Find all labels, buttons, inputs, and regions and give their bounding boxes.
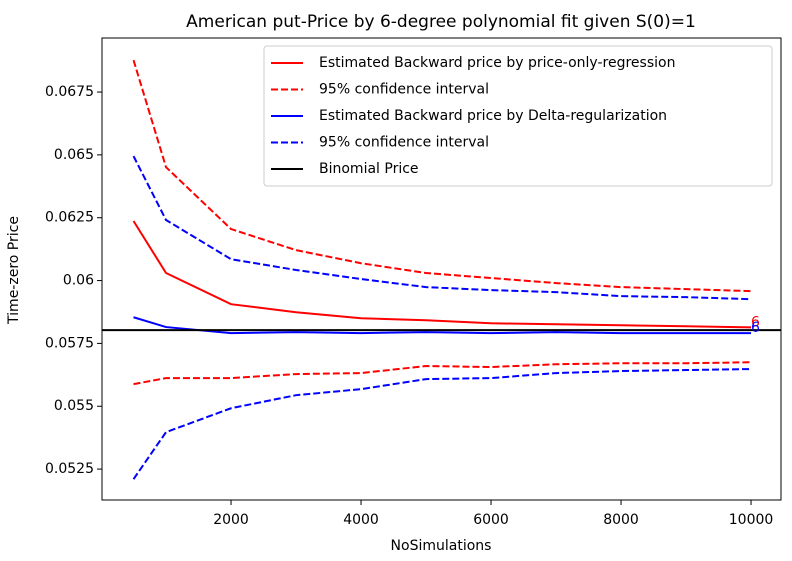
line: [132, 59, 752, 293]
x-tick-label: 6000: [473, 512, 509, 528]
y-tick-label: 0.0675: [45, 84, 94, 100]
y-tick-label: 0.0625: [45, 210, 94, 226]
annotation: 6: [751, 314, 760, 330]
x-tick-label: 8000: [603, 512, 639, 528]
line: [133, 361, 752, 386]
legend-label: Estimated Backward price by Delta-regula…: [319, 108, 667, 124]
y-tick-label: 0.06: [63, 273, 94, 289]
y-tick-label: 0.0525: [45, 461, 94, 477]
legend-label: 95% confidence interval: [319, 135, 489, 151]
line: [132, 368, 752, 480]
line: [132, 220, 752, 329]
legend: Estimated Backward price by price-only-r…: [263, 45, 773, 187]
y-tick-label: 0.055: [54, 398, 94, 414]
x-axis-label: NoSimulations: [391, 538, 492, 554]
plot-frame: [101, 37, 782, 501]
y-axis-label: Time-zero Price: [6, 216, 22, 325]
chart-title: American put-Price by 6-degree polynomia…: [186, 12, 696, 32]
annotation: 6: [751, 320, 760, 336]
y-tick-label: 0.0575: [45, 335, 94, 351]
legend-label: 95% confidence interval: [319, 82, 489, 98]
plot-lines: [102, 59, 781, 480]
legend-label: Binomial Price: [319, 161, 419, 177]
legend-box: [263, 45, 773, 187]
x-tick-label: 4000: [343, 512, 379, 528]
x-tick-label: 2000: [213, 512, 249, 528]
legend-label: Estimated Backward price by price-only-r…: [319, 55, 675, 71]
x-tick-label: 10000: [729, 512, 774, 528]
line: [132, 155, 752, 301]
line: [133, 316, 752, 335]
y-tick-label: 0.065: [54, 147, 94, 163]
